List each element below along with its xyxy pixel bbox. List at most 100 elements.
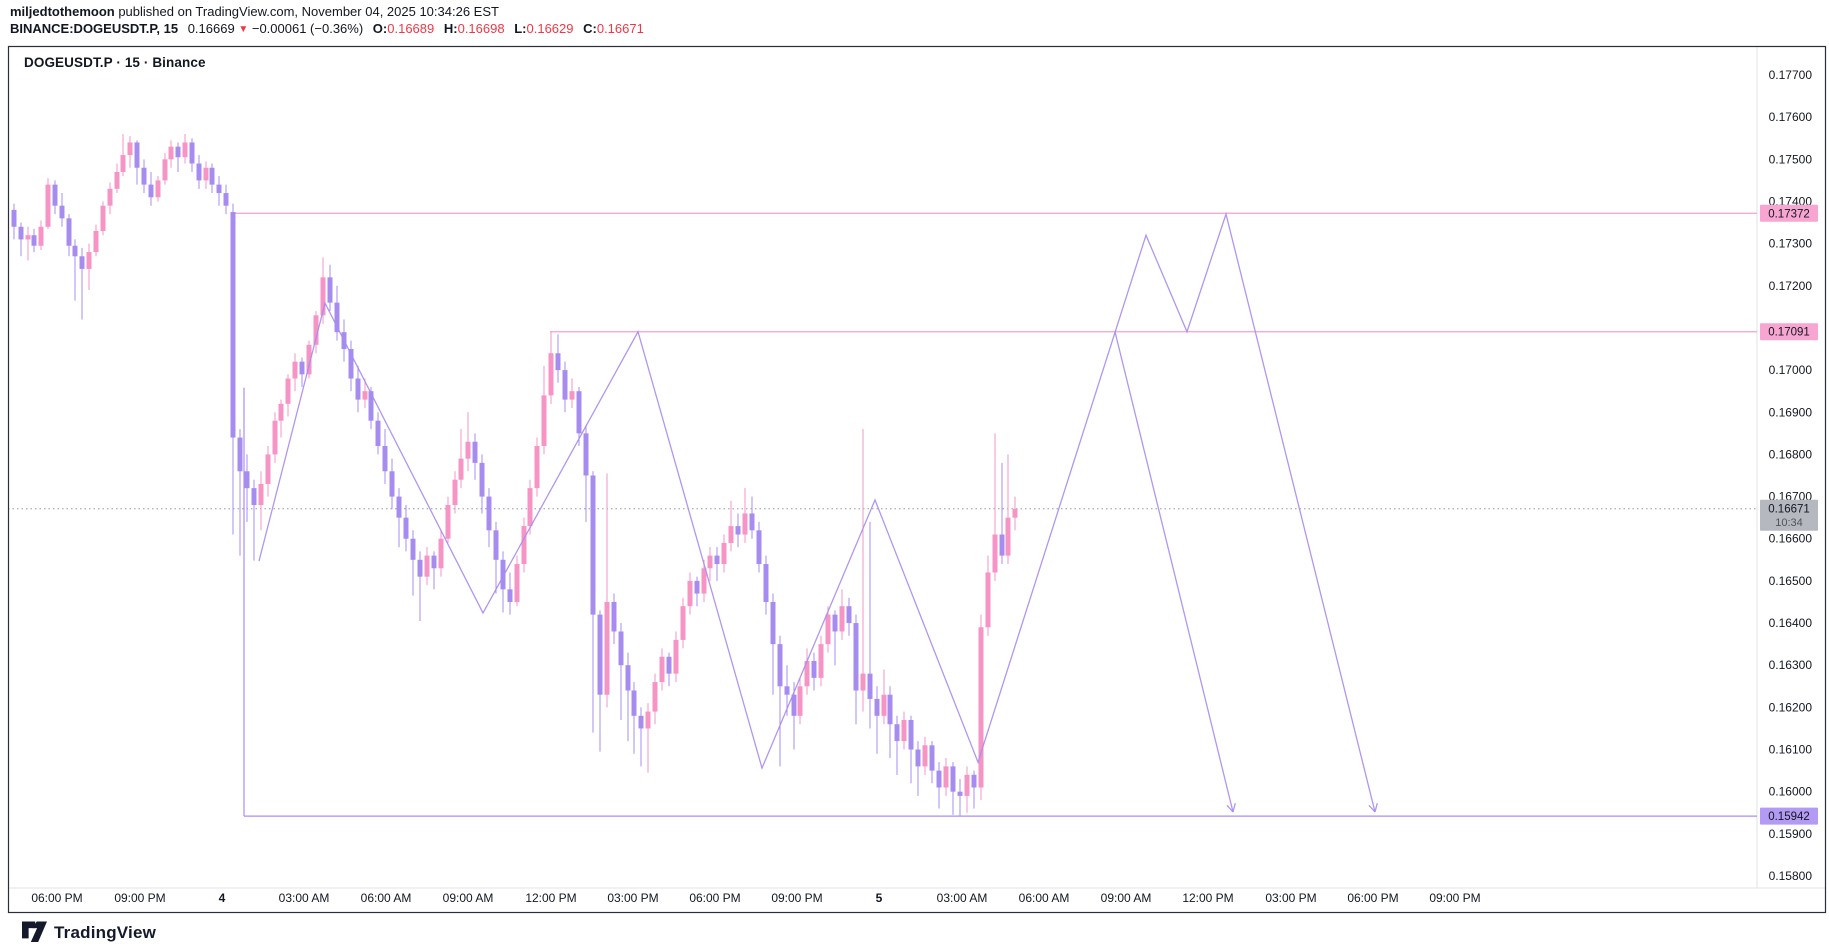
candle-body (874, 698, 880, 716)
candle-body (355, 378, 361, 400)
candle-body (721, 542, 727, 565)
candle-body (292, 361, 298, 379)
candle-body (189, 142, 195, 164)
candle-body (749, 513, 755, 531)
price-axis-label: 0.16800 (1769, 447, 1813, 461)
candle-body (424, 555, 430, 577)
branch-projection (1114, 331, 1234, 813)
price-axis-label: 0.16600 (1769, 532, 1813, 546)
candle-body (507, 589, 513, 602)
price-axis-label: 0.16900 (1769, 405, 1813, 419)
candle-body (479, 462, 485, 497)
price-axis-label: 0.17300 (1769, 237, 1813, 251)
time-axis-label: 06:00 PM (689, 891, 740, 905)
price-axis-label: 0.17000 (1769, 363, 1813, 377)
candle-body (604, 601, 610, 695)
candle-body (901, 720, 907, 742)
candle-body (853, 623, 859, 691)
price-axis-label: 0.17500 (1769, 152, 1813, 166)
candle-body (673, 639, 679, 674)
candle-body (334, 302, 340, 333)
candle-body (31, 235, 37, 246)
price-axis-label: 0.16200 (1769, 700, 1813, 714)
candle-body (797, 686, 803, 716)
symbol-status-line: BINANCE:DOGEUSDT.P, 15 0.16669 ▼ −0.0006… (10, 21, 644, 36)
candle-body (168, 146, 174, 160)
candle-body (368, 391, 374, 421)
price-badge-17372 (1760, 204, 1818, 222)
candle-body (306, 344, 312, 375)
arrowhead-icon (1232, 803, 1236, 813)
day-marker-label: 5 (876, 891, 883, 905)
tradingview-logo-icon (22, 921, 47, 943)
time-axis-label: 03:00 PM (607, 891, 658, 905)
candle-body (127, 142, 133, 156)
price-axis-label: 0.16300 (1769, 658, 1813, 672)
candle-body (25, 235, 31, 240)
price-badge-15942-text: 0.15942 (1768, 811, 1810, 823)
candle-body (458, 458, 464, 480)
candle-body (659, 656, 665, 683)
candle-body (929, 745, 935, 771)
price-badge-17091 (1760, 323, 1818, 341)
candle-body (992, 534, 998, 573)
price-change: −0.00061 (−0.36%) (251, 21, 364, 36)
candle-body (114, 171, 120, 189)
candle-body (417, 559, 423, 577)
candle-body (265, 454, 271, 484)
candle-body (590, 475, 596, 615)
candle-body (908, 720, 914, 750)
candle-body (631, 690, 637, 716)
candle-body (285, 378, 291, 404)
day-marker-label: 4 (219, 891, 226, 905)
candle-body (867, 673, 873, 699)
candle-body (742, 513, 748, 535)
candle-body (521, 526, 527, 565)
candle-body (72, 245, 78, 257)
candle-body (514, 564, 520, 602)
candle-body (638, 715, 644, 729)
time-axis-label: 03:00 AM (279, 891, 330, 905)
candle-body (389, 471, 395, 497)
main-projection (258, 211, 1376, 813)
candle-body (611, 601, 617, 632)
candle-body (777, 644, 783, 687)
candle-body (811, 660, 817, 678)
candle-body (971, 774, 977, 788)
time-axis-label: 06:00 PM (31, 891, 82, 905)
candle-body (548, 353, 554, 396)
candle-body (45, 184, 51, 227)
candle-body (915, 749, 921, 767)
time-axis-label: 06:00 AM (1019, 891, 1070, 905)
candle-body (985, 572, 991, 628)
candle-body (431, 555, 437, 569)
candle-body (18, 226, 24, 240)
candle-body (701, 568, 707, 594)
price-axis-label: 0.16100 (1769, 743, 1813, 757)
byline: miljedtothemoon published on TradingView… (10, 4, 499, 19)
author-name: miljedtothemoon (10, 4, 115, 19)
candle-body (86, 252, 92, 269)
tradingview-wordmark: TradingView (54, 922, 157, 942)
candle-body (299, 361, 305, 375)
candle-body (272, 420, 278, 455)
time-axis-label: 03:00 AM (937, 891, 988, 905)
time-axis-label: 06:00 AM (361, 891, 412, 905)
candle-body (832, 614, 838, 632)
candle-body (134, 142, 140, 168)
candle-body (763, 564, 769, 602)
price-axis-label: 0.16500 (1769, 574, 1813, 588)
candle-body (597, 614, 603, 695)
time-axis-label: 09:00 AM (443, 891, 494, 905)
price-axis-label: 0.15800 (1769, 869, 1813, 883)
high-label: H: (443, 21, 458, 36)
candle-body (52, 184, 58, 206)
candle-body (445, 505, 451, 539)
price-axis-label: 0.17600 (1769, 110, 1813, 124)
byline-text: published on TradingView.com, November 0… (114, 4, 499, 19)
candle-body (735, 526, 741, 535)
candle-body (791, 694, 797, 716)
candle-body (881, 694, 887, 716)
candle-body (500, 559, 506, 590)
